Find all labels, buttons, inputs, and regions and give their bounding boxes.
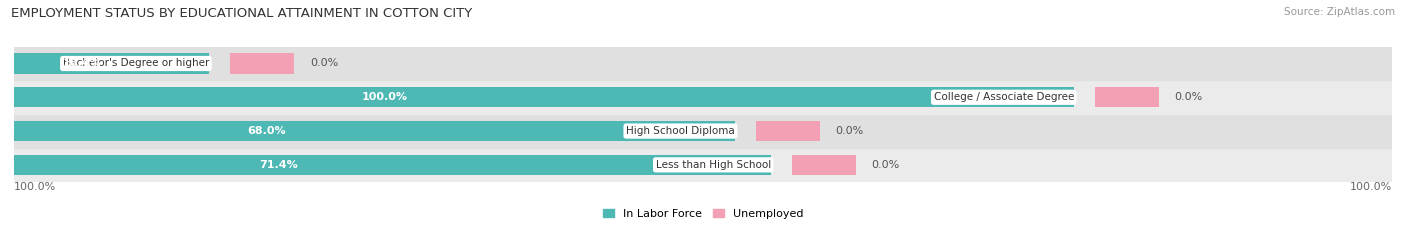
Text: 71.4%: 71.4% — [260, 160, 298, 170]
Bar — [14, 80, 1392, 114]
Text: High School Diploma: High School Diploma — [626, 126, 735, 136]
Legend: In Labor Force, Unemployed: In Labor Force, Unemployed — [598, 205, 808, 223]
Text: Source: ZipAtlas.com: Source: ZipAtlas.com — [1284, 7, 1395, 17]
Bar — [792, 155, 856, 175]
Text: 0.0%: 0.0% — [1174, 92, 1204, 102]
Bar — [14, 114, 1392, 148]
Bar — [756, 121, 820, 141]
Bar — [14, 155, 770, 175]
Text: Less than High School: Less than High School — [655, 160, 770, 170]
Bar — [14, 87, 1074, 107]
Text: 18.4%: 18.4% — [63, 58, 101, 69]
Text: Bachelor's Degree or higher: Bachelor's Degree or higher — [63, 58, 209, 69]
Bar — [14, 121, 735, 141]
Bar — [14, 53, 209, 74]
Text: 100.0%: 100.0% — [14, 182, 56, 192]
Text: 100.0%: 100.0% — [1350, 182, 1392, 192]
Bar — [231, 53, 294, 74]
Text: 100.0%: 100.0% — [361, 92, 408, 102]
Text: 0.0%: 0.0% — [309, 58, 337, 69]
Text: 0.0%: 0.0% — [872, 160, 900, 170]
Bar — [14, 148, 1392, 182]
Bar — [14, 47, 1392, 80]
Bar — [1095, 87, 1159, 107]
Text: 68.0%: 68.0% — [247, 126, 285, 136]
Text: College / Associate Degree: College / Associate Degree — [934, 92, 1074, 102]
Text: EMPLOYMENT STATUS BY EDUCATIONAL ATTAINMENT IN COTTON CITY: EMPLOYMENT STATUS BY EDUCATIONAL ATTAINM… — [11, 7, 472, 20]
Text: 0.0%: 0.0% — [835, 126, 863, 136]
